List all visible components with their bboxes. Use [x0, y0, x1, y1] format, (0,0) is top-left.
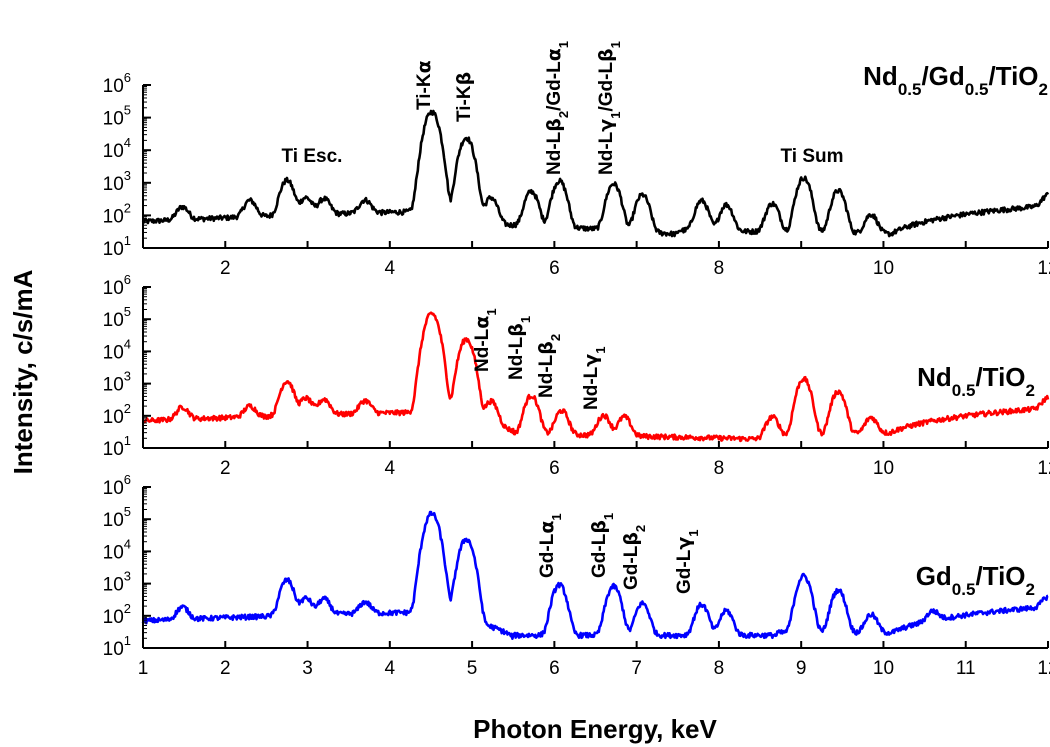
x-tick-label: 6: [549, 258, 560, 279]
x-tick-label: 7: [631, 658, 642, 679]
spectrum-line: [141, 510, 1049, 641]
y-tick-label: 106: [103, 472, 131, 499]
panel-title: Gd0.5/TiO2: [916, 561, 1035, 599]
x-tick-label: 8: [714, 458, 725, 479]
x-tick-label: 4: [385, 658, 396, 679]
y-tick-label: 105: [103, 504, 131, 531]
y-tick-label: 101: [103, 633, 131, 660]
x-tick-label: 1: [138, 658, 149, 679]
x-tick-label: 4: [385, 258, 396, 279]
y-tick-label: 104: [103, 336, 131, 363]
panel-1: 101 102 103 104 105 106 2 4 6 8 10 12 Nd0.5/Gd0.5/Ti…: [103, 61, 1050, 279]
y-tick-label: 101: [103, 233, 131, 260]
y-tick-label: 102: [103, 401, 131, 428]
x-tick-label: 6: [549, 658, 560, 679]
x-axis-label: Photon Energy, keV: [473, 714, 717, 744]
x-tick-label: 12: [1037, 658, 1050, 679]
peak-annotation: Ti Esc.: [282, 146, 343, 167]
peak-annotation: Ti Sum: [781, 146, 844, 167]
x-tick-label: 6: [549, 458, 560, 479]
y-tick-label: 102: [103, 200, 131, 227]
peak-annotation: Ti-Kα: [413, 60, 435, 110]
peak-annotation: Ti-Kβ: [453, 72, 475, 122]
x-tick-label: 11: [956, 658, 976, 679]
y-tick-label: 104: [103, 536, 131, 563]
y-tick-label: 106: [103, 272, 131, 299]
x-tick-label: 9: [796, 658, 807, 679]
spectrum-line: [141, 109, 1050, 238]
y-tick-label: 102: [103, 601, 131, 628]
x-tick-label: 8: [714, 258, 725, 279]
y-tick-label: 103: [103, 168, 131, 195]
x-tick-label: 3: [302, 658, 313, 679]
panel-title: Nd0.5/TiO2: [917, 362, 1035, 400]
y-tick-label: 105: [103, 103, 131, 130]
x-tick-label: 5: [467, 658, 478, 679]
x-tick-label: 10: [873, 658, 894, 679]
x-tick-label: 10: [873, 258, 894, 279]
y-axis-label: Intensity, c/s/mA: [8, 269, 38, 474]
panel-2: 101 102 103 104 105 106 2 4 6 8 10 12 Nd0.5/TiO2: [103, 272, 1050, 479]
peak-annotation: Nd-Lγ1: [580, 347, 608, 410]
x-tick-label: 8: [714, 658, 725, 679]
peak-annotation: Gd-Lβ2: [620, 525, 648, 590]
x-tick-label: 2: [220, 458, 231, 479]
spectrum-line: [141, 311, 1050, 443]
peak-annotation: Nd-Lγ1/Gd-Lβ1: [595, 41, 623, 175]
peak-annotation: Nd-Lβ2: [535, 334, 563, 398]
panel-3: 101102103104105106123456789101112Gd0.5/T…: [103, 472, 1050, 679]
peak-annotation: Nd-Lα1: [471, 308, 499, 372]
peak-annotation: Gd-Lβ1: [588, 513, 616, 578]
peak-annotation: Gd-Lα1: [536, 513, 564, 578]
y-tick-label: 101: [103, 433, 131, 460]
y-tick-label: 103: [103, 569, 131, 596]
x-tick-label: 2: [220, 658, 231, 679]
y-tick-label: 103: [103, 369, 131, 396]
panel-title: Nd0.5/Gd0.5/TiO2: [863, 61, 1048, 99]
y-tick-label: 106: [103, 70, 131, 97]
y-tick-label: 105: [103, 304, 131, 331]
peak-annotation: Nd-Lβ1: [505, 316, 533, 380]
peak-annotation: Nd-Lβ2/Gd-Lα1: [543, 41, 571, 175]
x-tick-label: 10: [873, 458, 894, 479]
x-tick-label: 12: [1037, 258, 1050, 279]
x-tick-label: 2: [220, 258, 231, 279]
peak-annotation: Gd-Lγ1: [673, 529, 701, 594]
y-tick-label: 104: [103, 135, 131, 162]
x-tick-label: 4: [385, 458, 396, 479]
x-tick-label: 12: [1037, 458, 1050, 479]
